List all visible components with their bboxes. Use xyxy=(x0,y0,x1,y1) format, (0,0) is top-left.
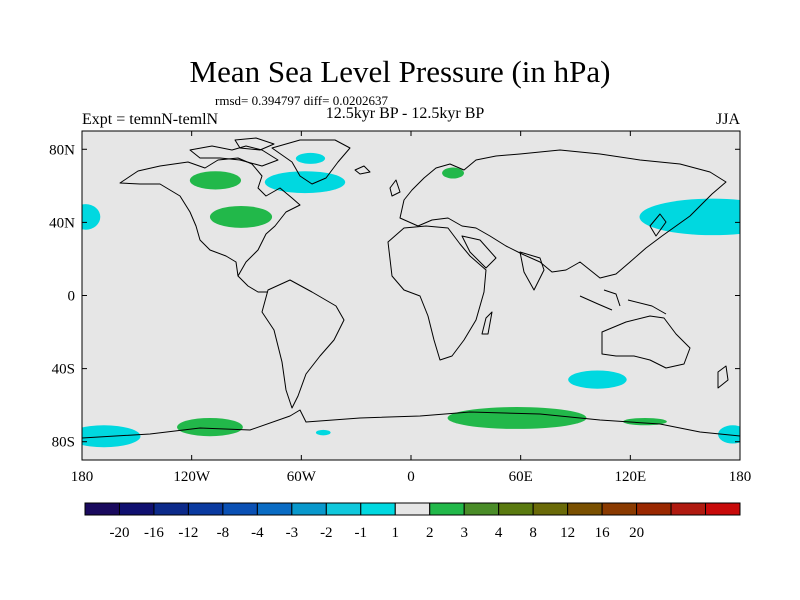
colorbar-swatch xyxy=(222,502,258,516)
coast-madagascar xyxy=(481,311,493,335)
x-tick-label: 120E xyxy=(614,469,646,485)
colorbar: -20 -16 -12 -8 -4 -3 -2 -1 1 2 3 4 8 12 16 20 xyxy=(84,502,741,541)
colorbar-swatch xyxy=(360,502,396,516)
colorbar-swatch xyxy=(256,502,293,516)
colorbar-label: 4 xyxy=(495,525,503,541)
y-tick-label: 0 xyxy=(68,289,76,305)
coast-south-america xyxy=(261,279,345,409)
colorbar-swatch xyxy=(705,502,741,516)
anomaly-region-4 xyxy=(447,406,587,429)
colorbar-label: 12 xyxy=(560,525,575,541)
y-tick-label: 40S xyxy=(52,362,75,378)
colorbar-swatch xyxy=(153,502,189,516)
colorbar-label: 2 xyxy=(426,525,434,541)
coast-central-america xyxy=(237,275,268,293)
colorbar-swatch xyxy=(463,502,500,516)
plot-area: 180 120W 60W 0 60E 120E 180 80N 40N 0 40S 80S xyxy=(49,130,752,485)
coast-africa xyxy=(387,225,487,361)
coast-india xyxy=(519,251,545,291)
colorbar-swatch xyxy=(429,502,465,516)
colorbar-label: -1 xyxy=(355,525,368,541)
plot-frame xyxy=(81,130,741,461)
colorbar-swatch xyxy=(187,502,224,516)
y-tick-label: 80N xyxy=(49,142,75,158)
colorbar-swatch xyxy=(394,502,431,516)
colorbar-swatch xyxy=(84,502,120,516)
chart-title: Mean Sea Level Pressure (in hPa) xyxy=(189,54,611,89)
x-tick-label: 0 xyxy=(407,469,415,485)
colorbar-swatch xyxy=(498,502,534,516)
colorbar-label: 1 xyxy=(392,525,400,541)
anomaly-region-2 xyxy=(442,167,465,179)
coast-uk xyxy=(389,179,401,197)
y-axis: 80N 40N 0 40S 80S xyxy=(49,142,740,451)
anomaly-region-6 xyxy=(264,171,346,194)
anomaly-region-3 xyxy=(177,417,243,437)
plot-background xyxy=(82,131,740,460)
colorbar-label: -3 xyxy=(286,525,299,541)
period-label: 12.5kyr BP - 12.5kyr BP xyxy=(325,105,485,122)
anomaly-region-13 xyxy=(315,429,331,436)
x-tick-label: 180 xyxy=(71,469,94,485)
colorbar-label: -4 xyxy=(251,525,264,541)
coast-north-america xyxy=(119,157,301,277)
coast-arabia xyxy=(461,235,497,269)
colorbar-swatch xyxy=(670,502,707,516)
coast-greenland xyxy=(271,139,351,185)
anomaly-regions xyxy=(82,152,740,448)
colorbar-label: -12 xyxy=(178,525,198,541)
colorbar-swatch xyxy=(532,502,569,516)
anomaly-region-0 xyxy=(189,171,242,190)
colorbar-swatch xyxy=(636,502,672,516)
colorbar-label: -2 xyxy=(320,525,333,541)
coastlines xyxy=(82,137,740,439)
colorbar-label: -8 xyxy=(217,525,230,541)
anomaly-region-9 xyxy=(82,204,101,230)
season-label: JJA xyxy=(715,111,740,128)
y-tick-label: 40N xyxy=(49,215,75,231)
coast-antarctica xyxy=(82,409,740,439)
coast-japan xyxy=(649,213,667,237)
colorbar-swatch xyxy=(567,502,603,516)
colorbar-label: -16 xyxy=(144,525,164,541)
anomaly-region-1 xyxy=(209,205,273,228)
coast-indonesia xyxy=(579,289,667,315)
colorbar-label: -20 xyxy=(109,525,129,541)
colorbar-swatch xyxy=(601,502,638,516)
colorbar-label: 20 xyxy=(629,525,644,541)
x-tick-label: 120W xyxy=(173,469,211,485)
x-tick-label: 60W xyxy=(287,469,317,485)
coast-iceland xyxy=(354,165,371,175)
colorbar-label: 8 xyxy=(529,525,537,541)
anomaly-region-8 xyxy=(639,198,740,236)
coast-australia xyxy=(601,315,691,369)
x-tick-label: 180 xyxy=(729,469,752,485)
coast-eurasia xyxy=(399,149,727,279)
colorbar-label: 16 xyxy=(595,525,611,541)
colorbar-swatch xyxy=(291,502,327,516)
colorbar-label: 3 xyxy=(460,525,468,541)
coast-new-zealand xyxy=(717,365,729,389)
experiment-label: Expt = temnN-temlN xyxy=(82,111,219,128)
colorbar-swatch xyxy=(118,502,155,516)
anomaly-region-7 xyxy=(295,152,326,164)
stats-text: rmsd= 0.394797 diff= 0.0202637 xyxy=(215,93,388,108)
colorbar-swatch xyxy=(325,502,362,516)
x-tick-label: 60E xyxy=(509,469,533,485)
coast-arctic-islands xyxy=(189,137,279,167)
y-tick-label: 80S xyxy=(52,435,75,451)
anomaly-region-10 xyxy=(568,370,627,389)
